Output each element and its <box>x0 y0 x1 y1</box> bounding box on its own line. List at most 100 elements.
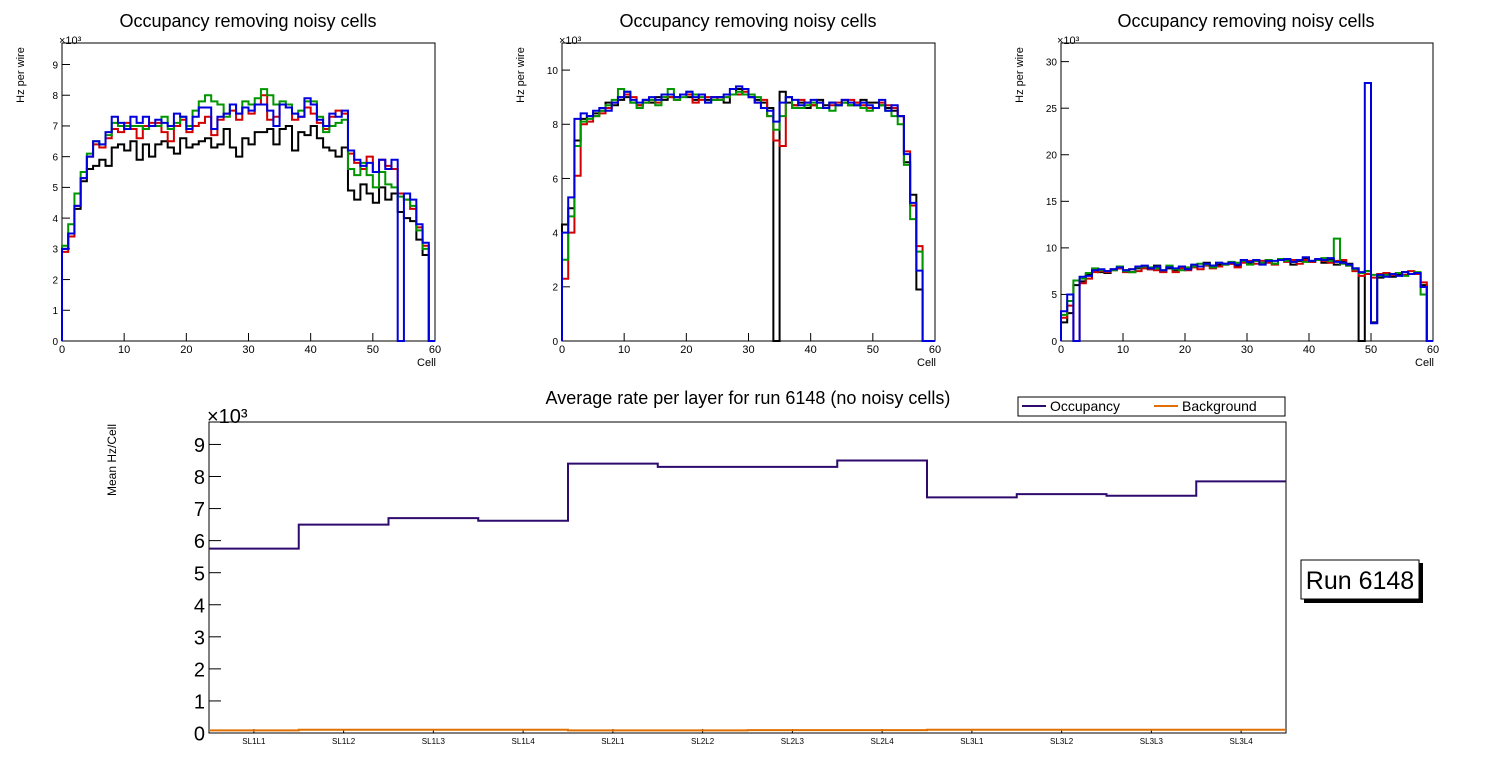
x-tick-label: 40 <box>305 344 317 356</box>
panel-2-ticks: 0 2 4 6 8 10 0 10 20 30 40 50 60 <box>547 66 941 356</box>
y-tick-label: 9 <box>194 435 205 457</box>
x-tick-label: 30 <box>242 344 254 356</box>
average-rate-panel: Average rate per layer for run 6148 (no … <box>105 388 1423 746</box>
x-category-label: SL3L1 <box>960 737 984 746</box>
y-tick-label: 5 <box>52 183 58 194</box>
y-tick-label: 1 <box>194 692 205 714</box>
panel-1-xlabel: Cell <box>417 357 436 369</box>
legend-box <box>1017 396 1286 417</box>
x-category-label: SL2L2 <box>691 737 715 746</box>
x-tick-label: 0 <box>559 344 565 356</box>
average-rate-ticks: 0 1 2 3 4 5 6 7 8 9 SL1L1 SL1L2 SL1L3 SL1L4 SL2L1 SL2L2… <box>194 435 1253 746</box>
x-tick-label: 60 <box>929 344 941 356</box>
y-tick-label: 6 <box>552 174 558 185</box>
panel-2-frame <box>561 42 936 342</box>
x-tick-label: 0 <box>59 344 65 356</box>
y-tick-label: 8 <box>52 91 58 102</box>
occupancy-panel-3: Occupancy removing noisy cells ×10³ Hz p… <box>1014 11 1439 369</box>
y-tick-label: 10 <box>1046 244 1058 255</box>
x-tick-label: 20 <box>680 344 692 356</box>
y-tick-label: 3 <box>194 627 205 649</box>
x-tick-label: 10 <box>618 344 630 356</box>
x-tick-label: 20 <box>1179 344 1191 356</box>
series-background-line <box>209 728 1286 732</box>
legend-occupancy-label: Occupancy <box>1050 398 1120 414</box>
x-category-label: SL3L2 <box>1050 737 1074 746</box>
y-tick-label: 0 <box>552 337 558 348</box>
panel-1-series <box>61 88 435 342</box>
x-tick-label: 40 <box>1303 344 1315 356</box>
panel-3-xlabel: Cell <box>1415 357 1434 369</box>
panel-1-ticks: 0 1 2 3 4 5 6 7 8 9 0 10 20 30 40 50 60 <box>52 60 441 356</box>
y-tick-label: 15 <box>1046 197 1058 208</box>
x-category-label: SL3L3 <box>1140 737 1164 746</box>
series-blue-line <box>61 97 435 342</box>
panel-3-ticks: 0 5 10 15 20 25 30 0 10 20 30 40 50 60 <box>1046 57 1439 356</box>
occupancy-panel-1: Occupancy removing noisy cells ×10³ Hz p… <box>15 11 441 369</box>
y-tick-label: 2 <box>194 659 205 681</box>
panel-2-ylabel: Hz per wire <box>515 47 527 103</box>
y-tick-label: 5 <box>1051 290 1057 301</box>
y-tick-label: 25 <box>1046 104 1058 115</box>
y-tick-label: 8 <box>552 120 558 131</box>
panel-2-xlabel: Cell <box>917 357 936 369</box>
x-tick-label: 20 <box>180 344 192 356</box>
x-category-label: SL2L3 <box>781 737 805 746</box>
run-annotation-text: Run 6148 <box>1306 567 1414 595</box>
occupancy-panel-2: Occupancy removing noisy cells ×10³ Hz p… <box>515 11 941 369</box>
x-category-label: SL1L2 <box>332 737 356 746</box>
y-tick-label: 20 <box>1046 151 1058 162</box>
series-occupancy-line <box>209 459 1286 550</box>
y-tick-label: 4 <box>552 228 558 239</box>
series-black-line <box>61 124 435 342</box>
panel-3-exponent: ×10³ <box>1057 35 1080 47</box>
y-tick-label: 10 <box>547 66 559 77</box>
panel-2-title: Occupancy removing noisy cells <box>619 11 876 31</box>
x-tick-label: 30 <box>1241 344 1253 356</box>
series-red-line <box>61 94 435 342</box>
y-tick-label: 0 <box>1051 337 1057 348</box>
y-tick-label: 7 <box>52 122 58 133</box>
series-red-line <box>561 90 935 342</box>
series-black-line <box>561 88 935 342</box>
panel-3-series <box>1060 82 1433 342</box>
x-tick-label: 10 <box>118 344 130 356</box>
y-tick-label: 6 <box>194 531 205 553</box>
run-annotation-box <box>1300 559 1420 600</box>
series-blue-line <box>1060 82 1433 342</box>
x-tick-label: 60 <box>429 344 441 356</box>
panel-3-ylabel: Hz per wire <box>1014 47 1026 103</box>
x-tick-label: 50 <box>367 344 379 356</box>
series-blue-line <box>561 85 935 342</box>
y-tick-label: 9 <box>52 60 58 71</box>
y-tick-label: 8 <box>194 467 205 489</box>
y-tick-label: 1 <box>52 306 58 317</box>
x-tick-label: 0 <box>1058 344 1064 356</box>
x-category-label: SL1L4 <box>512 737 536 746</box>
average-rate-series <box>209 459 1286 732</box>
panel-2-exponent: ×10³ <box>559 35 582 47</box>
average-rate-exponent: ×10³ <box>207 406 248 428</box>
y-tick-label: 4 <box>194 595 205 617</box>
average-rate-title: Average rate per layer for run 6148 (no … <box>546 388 951 408</box>
y-tick-label: 0 <box>194 724 205 746</box>
y-tick-label: 7 <box>194 499 205 521</box>
y-tick-label: 4 <box>52 214 58 225</box>
run-annotation: Run 6148 <box>1300 559 1423 603</box>
panel-1-exponent: ×10³ <box>59 35 82 47</box>
x-tick-label: 40 <box>805 344 817 356</box>
x-category-label: SL1L3 <box>422 737 446 746</box>
y-tick-label: 5 <box>194 563 205 585</box>
y-tick-label: 3 <box>52 245 58 256</box>
y-tick-label: 0 <box>52 337 58 348</box>
series-green-line <box>561 88 935 342</box>
y-tick-label: 2 <box>552 283 558 294</box>
legend: Occupancy Background <box>1017 396 1286 417</box>
y-tick-label: 2 <box>52 275 58 286</box>
x-category-label: SL3L4 <box>1230 737 1254 746</box>
average-rate-frame <box>208 421 1287 734</box>
panel-1-ylabel: Hz per wire <box>15 47 27 103</box>
x-category-label: SL2L1 <box>601 737 625 746</box>
x-category-label: SL2L4 <box>871 737 895 746</box>
